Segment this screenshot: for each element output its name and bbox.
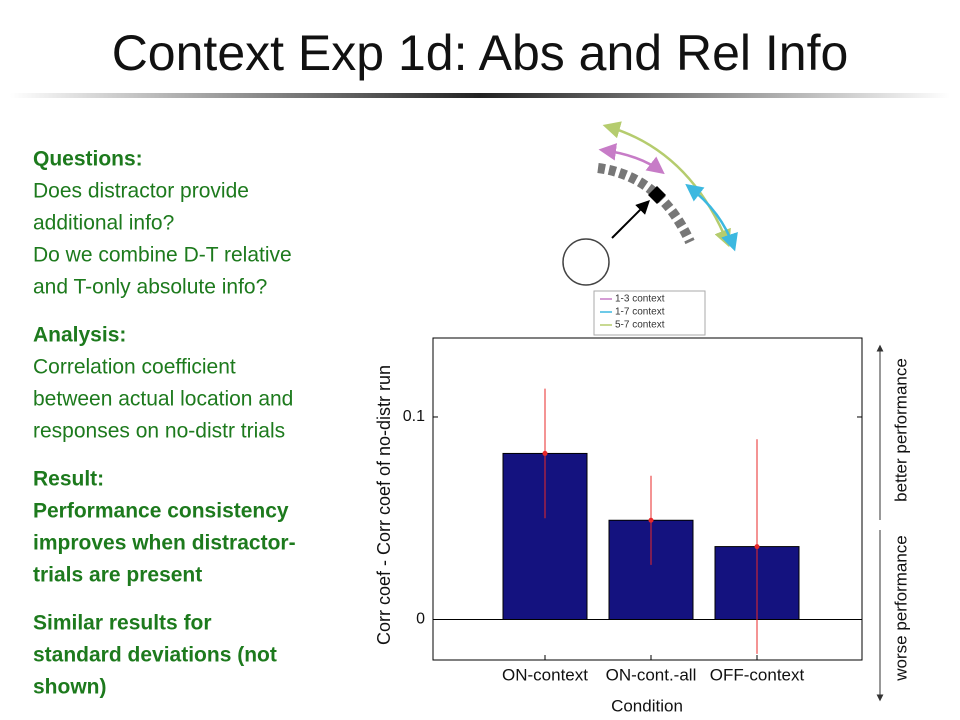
legend-box xyxy=(593,290,706,336)
section-line: Similar results for xyxy=(33,612,212,635)
section-line: Correlation coefficient xyxy=(33,356,236,379)
legend-label: 1-7 context xyxy=(615,307,665,318)
x-axis-label: Condition xyxy=(611,696,683,715)
section-line: standard deviations (not xyxy=(33,644,277,667)
listener-arrow xyxy=(611,200,650,239)
arc-1-7 xyxy=(685,183,738,252)
annotation: better performance xyxy=(891,358,910,502)
section-line: trials are present xyxy=(33,564,202,587)
section-line: and T-only absolute info? xyxy=(33,276,267,299)
section-line: additional info? xyxy=(33,212,174,235)
legend-label: 5-7 context xyxy=(615,320,665,331)
y-axis-label: Corr coef - Corr coef of no-distr run xyxy=(374,365,394,645)
section-line: improves when distractor- xyxy=(33,532,296,555)
listener-head xyxy=(562,238,610,286)
section-line: Do we combine D-T relative xyxy=(33,244,292,267)
arc-1-3 xyxy=(598,143,665,175)
mean-dot xyxy=(542,450,548,456)
x-tick-label: OFF-context xyxy=(710,665,805,684)
mean-dot xyxy=(648,517,654,523)
slide-title: Context Exp 1d: Abs and Rel Info xyxy=(112,25,849,81)
mean-dot xyxy=(754,544,760,550)
section-line: Performance consistency xyxy=(33,500,289,523)
speaker-array xyxy=(597,163,695,245)
legend-label: 1-3 context xyxy=(615,294,665,305)
section-heading: Questions: xyxy=(33,148,143,171)
y-tick-label: 0 xyxy=(416,611,425,628)
diagram xyxy=(562,121,738,336)
section-line: shown) xyxy=(33,676,107,699)
x-tick-label: ON-cont.-all xyxy=(606,665,697,684)
x-tick-label: ON-context xyxy=(502,665,588,684)
annotation: worse performance xyxy=(891,535,910,682)
section-heading: Result: xyxy=(33,468,104,491)
section-line: responses on no-distr trials xyxy=(33,420,285,443)
section-line: Does distractor provide xyxy=(33,180,249,203)
target-speaker xyxy=(648,186,666,204)
section-line: between actual location and xyxy=(33,388,293,411)
section-heading: Analysis: xyxy=(33,324,126,347)
y-tick-label: 0.1 xyxy=(403,408,425,425)
title-rule xyxy=(10,93,950,98)
